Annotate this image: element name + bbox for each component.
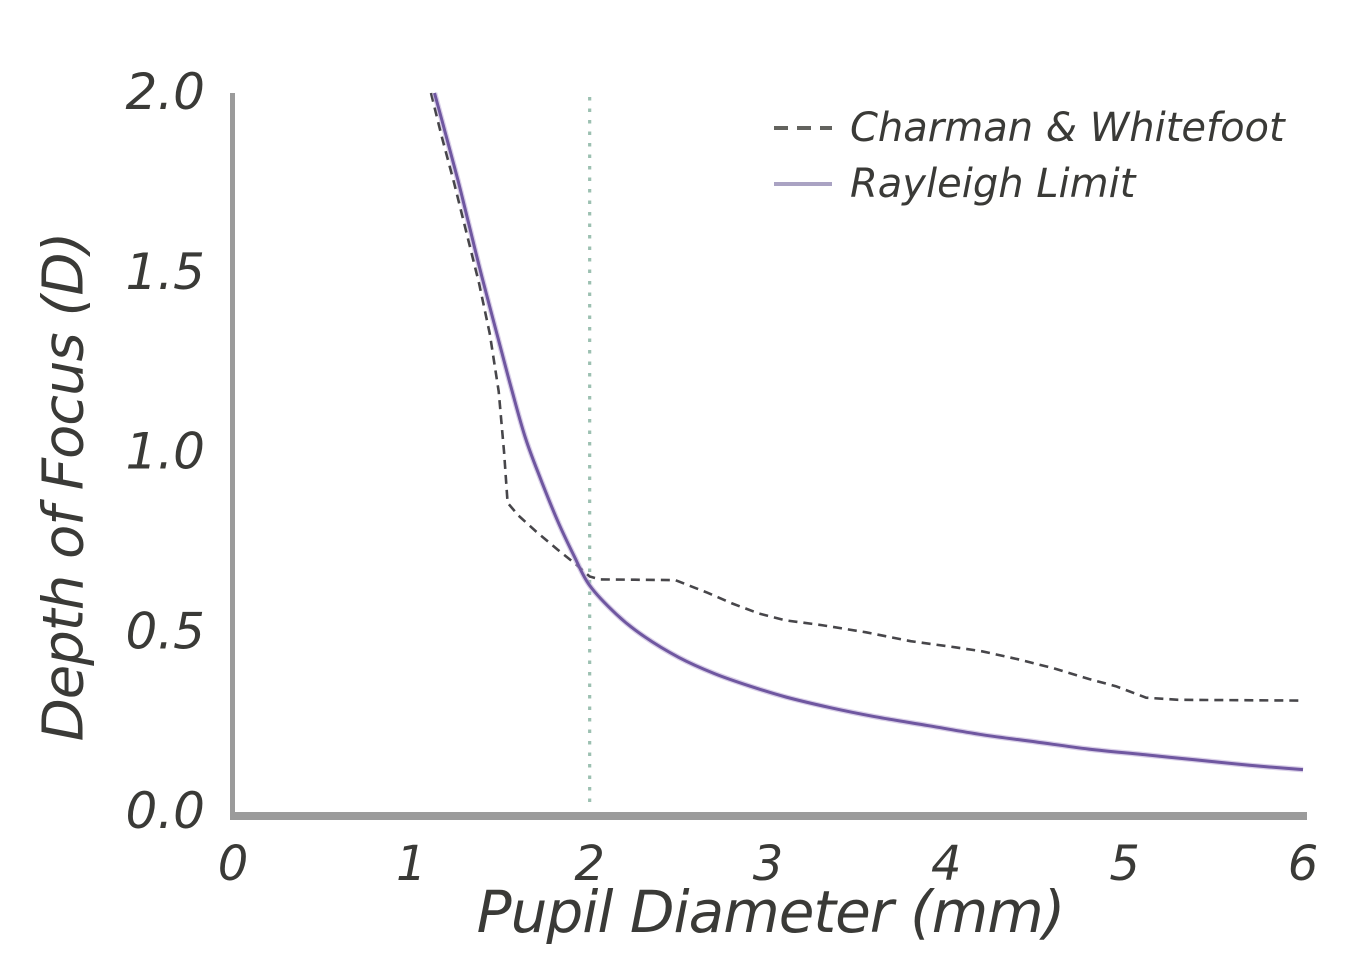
x-tick-label: 1 [396,836,427,892]
legend: Charman & Whitefoot Rayleigh Limit [772,106,1285,206]
legend-item-charman: Charman & Whitefoot [772,106,1285,150]
x-tick-label: 6 [1288,836,1319,892]
y-tick-label: 2.0 [125,63,205,121]
x-tick-label: 5 [1109,836,1140,892]
rayleigh-curve [433,92,1304,772]
y-tick-label: 1.5 [125,243,205,301]
solid-line-sample [774,182,832,186]
y-tick-label: 0.5 [125,602,205,660]
legend-label-charman: Charman & Whitefoot [850,105,1285,151]
x-tick-label: 3 [753,836,784,892]
x-tick-label: 4 [931,836,962,892]
x-axis-spine [230,812,1307,820]
charman-whitefoot-curve [429,92,1304,702]
x-axis-title: Pupil Diameter (mm) [476,878,1066,946]
x-tick-label: 0 [218,836,249,892]
y-tick-label: 1.0 [125,423,205,481]
legend-label-rayleigh: Rayleigh Limit [850,161,1136,207]
x-tick-label: 2 [574,836,605,892]
legend-item-rayleigh: Rayleigh Limit [772,162,1285,206]
dashed-line-sample [774,126,832,130]
y-tick-label: 0.0 [125,782,205,840]
y-axis-spine [230,93,235,812]
y-axis-title: Depth of Focus (D) [31,232,97,742]
